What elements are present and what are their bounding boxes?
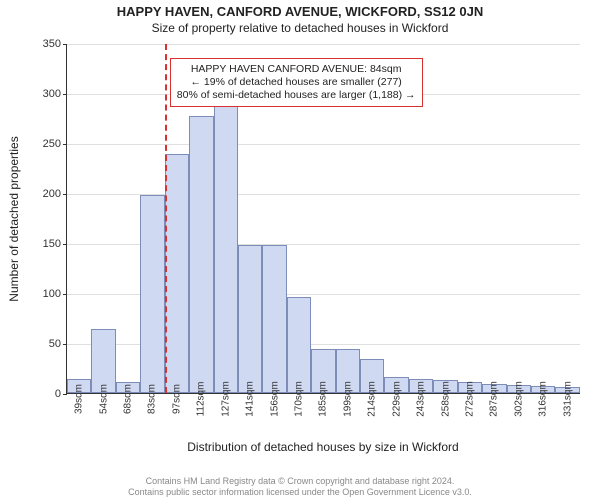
footer-attribution: Contains HM Land Registry data © Crown c… (0, 476, 600, 498)
annotation-line: ← 19% of detached houses are smaller (27… (177, 76, 416, 89)
plot-area: 050100150200250300350 39sqm54sqm68sqm83s… (66, 44, 580, 394)
x-tick-label: 54sqm (98, 384, 109, 414)
bar (287, 297, 311, 393)
x-tick-label: 214sqm (367, 381, 378, 417)
bar-slot: 302sqm (507, 44, 531, 393)
x-tick-label: 112sqm (196, 382, 207, 417)
annotation-line: 80% of semi-detached houses are larger (… (177, 89, 416, 102)
bar-slot: 83sqm (140, 44, 164, 393)
annotation-box: HAPPY HAVEN CANFORD AVENUE: 84sqm← 19% o… (170, 58, 423, 107)
footer-line-2: Contains public sector information licen… (0, 487, 600, 498)
bar-slot: 68sqm (116, 44, 140, 393)
x-tick-label: 97sqm (171, 384, 182, 414)
x-tick-label: 83sqm (147, 384, 158, 414)
bar-slot: 258sqm (433, 44, 457, 393)
x-tick-label: 127sqm (220, 381, 231, 417)
bar-slot: 331sqm (555, 44, 579, 393)
chart-title: HAPPY HAVEN, CANFORD AVENUE, WICKFORD, S… (0, 4, 600, 19)
bar-slot: 39sqm (67, 44, 91, 393)
x-tick-label: 272sqm (464, 381, 475, 417)
x-tick-label: 185sqm (318, 381, 329, 417)
bar-slot: 272sqm (458, 44, 482, 393)
x-tick-label: 243sqm (416, 381, 427, 417)
x-tick-label: 141sqm (245, 381, 256, 417)
bar (140, 195, 164, 393)
y-tick-mark (63, 394, 67, 395)
x-tick-label: 39sqm (74, 384, 85, 414)
x-axis-label: Distribution of detached houses by size … (66, 440, 580, 454)
x-tick-label: 331sqm (562, 381, 573, 417)
bar (165, 154, 189, 393)
x-tick-label: 302sqm (513, 381, 524, 417)
titles-block: HAPPY HAVEN, CANFORD AVENUE, WICKFORD, S… (0, 0, 600, 35)
x-tick-label: 156sqm (269, 381, 280, 417)
bar (189, 116, 213, 393)
x-tick-label: 287sqm (489, 381, 500, 417)
x-tick-label: 316sqm (538, 381, 549, 417)
x-tick-label: 229sqm (391, 381, 402, 417)
chart-area: Number of detached properties 0501001502… (66, 44, 580, 394)
bar-slot: 316sqm (531, 44, 555, 393)
chart-subtitle: Size of property relative to detached ho… (0, 21, 600, 35)
x-tick-label: 258sqm (440, 381, 451, 417)
bar (238, 245, 262, 393)
bar-slot: 287sqm (482, 44, 506, 393)
annotation-line: HAPPY HAVEN CANFORD AVENUE: 84sqm (177, 63, 416, 76)
bar (262, 245, 286, 393)
bar (214, 102, 238, 393)
x-tick-label: 199sqm (342, 381, 353, 417)
footer-line-1: Contains HM Land Registry data © Crown c… (0, 476, 600, 487)
x-tick-label: 170sqm (294, 381, 305, 417)
y-axis-label: Number of detached properties (7, 136, 21, 301)
marker-line (165, 44, 167, 393)
bar-slot: 54sqm (91, 44, 115, 393)
x-tick-label: 68sqm (123, 384, 134, 414)
